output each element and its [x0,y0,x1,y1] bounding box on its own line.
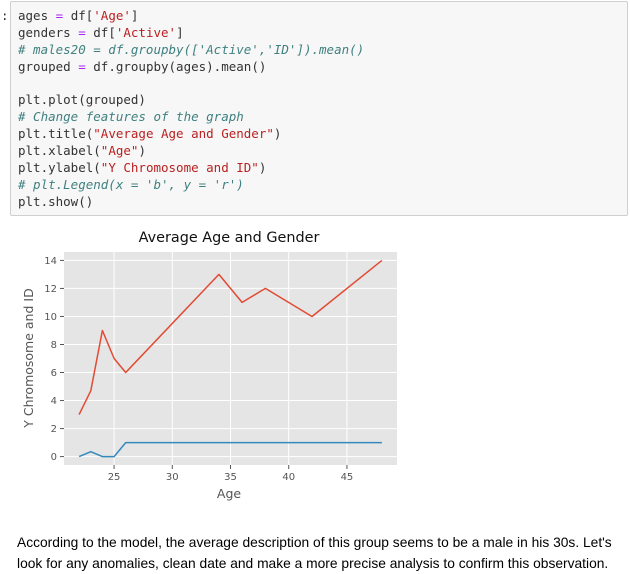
code-comment: # males20 = df.groupby(['Active','ID']).… [18,41,365,57]
tick-labels: 25 30 35 40 45 0 2 4 6 8 10 12 14 [44,256,353,483]
code-token: plt.show() [18,193,94,209]
code-token: = [78,24,86,40]
y-tick-label: 14 [44,256,57,267]
code-line: genders = df['Active'] [18,25,627,42]
x-tick-label: 35 [224,472,237,483]
series-lines [78,259,383,458]
code-token: ages [18,8,56,23]
y-axis-label: Y Chromosome and ID [21,288,36,428]
code-line: ages = df['Age'] [18,8,627,25]
code-token: genders [18,24,79,40]
y-tick-label: 10 [44,312,57,323]
code-line: # males20 = df.groupby(['Active','ID']).… [18,42,627,59]
x-axis-label: Age [217,486,241,501]
code-token: plt.plot(grouped) [18,92,146,108]
code-token: grouped [18,58,79,74]
y-tick-label: 12 [44,284,57,295]
y-tick-label: 6 [51,368,57,379]
code-token: ] [130,8,139,23]
code-token: plt.title( [18,126,94,142]
chart-title: Average Age and Gender [139,230,320,246]
code-string: "Average Age and Gender" [93,126,274,142]
series-line-2 [78,441,382,458]
series-line-1 [78,259,383,415]
code-line [18,76,627,93]
code-string: "Age" [100,143,139,159]
code-line: plt.ylabel("Y Chromosome and ID") [18,160,627,177]
code-line: # plt.Legend(x = 'b', y = 'r') [18,177,627,194]
cell-prompt: : [1,8,9,23]
code-line: plt.show() [18,194,627,211]
code-string: "Y Chromosome and ID" [100,160,259,176]
code-token: ) [138,143,146,159]
code-token: plt.xlabel( [18,143,101,159]
code-line: plt.title("Average Age and Gender") [18,126,627,143]
code-cell[interactable]: ages = df['Age'] genders = df['Active'] # … [10,1,628,216]
y-tick-label: 8 [51,340,57,351]
code-token: df[ [85,24,116,40]
code-token: df[ [63,8,94,23]
markdown-paragraph: According to the model, the average desc… [17,535,612,571]
code-token: ) [258,160,267,176]
code-token: df.groupby(ages).mean() [85,58,267,74]
x-tick-label: 40 [282,472,295,483]
code-token: = [78,58,86,74]
y-tick-label: 2 [51,424,57,435]
code-token: ] [176,24,184,40]
y-tick-label: 4 [51,396,57,407]
code-line: plt.xlabel("Age") [18,143,627,160]
code-token: = [55,8,64,23]
code-line: plt.plot(grouped) [18,92,627,109]
code-string: 'Active' [115,24,177,40]
code-comment: # plt.Legend(x = 'b', y = 'r') [18,176,244,192]
code-string: 'Age' [93,8,131,23]
code-line: # Change features of the graph [18,109,627,126]
x-tick-label: 30 [166,472,179,483]
code-token: plt.ylabel( [18,160,101,176]
chart-output: Average Age and Gender 25 30 35 40 45 0 2 4 6 8 10… [0,222,420,507]
code-comment: # Change features of the graph [18,109,244,125]
line-chart: Average Age and Gender 25 30 35 40 45 0 2 4 6 8 10… [21,230,397,501]
x-tick-label: 25 [108,472,121,483]
y-tick-label: 0 [51,452,57,463]
code-token: ) [273,126,282,142]
x-tick-label: 45 [341,472,354,483]
code-line: grouped = df.groupby(ages).mean() [18,59,627,76]
